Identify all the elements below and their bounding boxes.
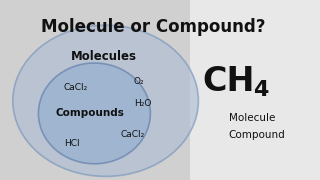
Text: 4: 4 (253, 80, 268, 100)
Text: Compound: Compound (229, 130, 285, 140)
Text: Molecules: Molecules (71, 50, 137, 63)
FancyBboxPatch shape (190, 0, 320, 180)
Text: HCl: HCl (64, 139, 80, 148)
Ellipse shape (38, 63, 150, 164)
Text: Molecule or Compound?: Molecule or Compound? (41, 18, 266, 36)
Text: Molecule: Molecule (229, 113, 275, 123)
Text: CaCl₂: CaCl₂ (63, 83, 87, 92)
Text: H₂O: H₂O (134, 99, 151, 108)
Text: CaCl₂: CaCl₂ (121, 130, 145, 139)
Text: O₂: O₂ (134, 77, 145, 86)
Ellipse shape (13, 25, 198, 176)
Text: CH: CH (203, 64, 255, 98)
Text: Compounds: Compounds (55, 108, 124, 118)
